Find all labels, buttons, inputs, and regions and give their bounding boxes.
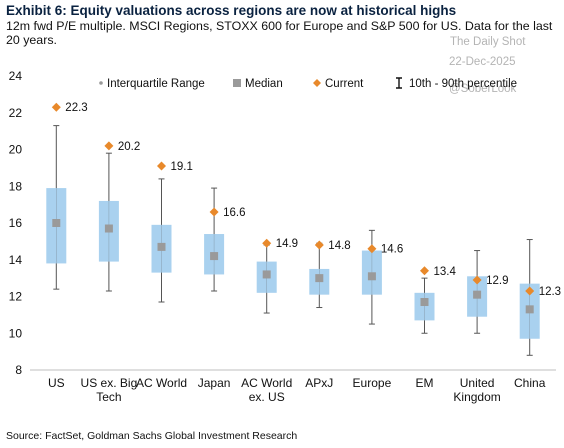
- y-tick-label: 20: [9, 143, 23, 157]
- watermark-handle: @SoberLook: [449, 83, 517, 95]
- median-marker: [473, 290, 482, 299]
- current-marker: [157, 161, 166, 171]
- current-marker: [314, 240, 324, 250]
- current-marker: [51, 102, 61, 112]
- median-marker: [52, 219, 61, 227]
- current-data-label: 14.6: [381, 244, 403, 256]
- legend-iqr-marker: [99, 81, 103, 85]
- current-marker: [472, 275, 482, 285]
- current-marker: [367, 244, 377, 254]
- iqr-box: [414, 292, 435, 321]
- current-data-label: 16.6: [223, 207, 245, 219]
- legend-current-label: Current: [325, 78, 364, 90]
- watermark-name: The Daily Shot: [450, 36, 526, 48]
- median-marker: [210, 252, 219, 261]
- current-data-label: 13.4: [434, 266, 457, 278]
- median-marker: [262, 270, 271, 279]
- current-marker: [209, 207, 219, 217]
- x-category-label: Japan: [198, 376, 231, 390]
- current-data-label: 12.3: [539, 286, 561, 298]
- median-marker: [104, 224, 113, 233]
- legend-median-label: Median: [245, 78, 283, 90]
- x-category-label: ex. US: [249, 390, 285, 404]
- current-data-label: 20.2: [118, 141, 140, 153]
- y-tick-label: 22: [9, 106, 23, 120]
- y-tick-label: 16: [9, 216, 23, 230]
- y-tick-label: 8: [15, 363, 22, 377]
- median-marker: [420, 298, 429, 307]
- y-tick-label: 12: [9, 290, 23, 304]
- x-category-label: Tech: [96, 390, 121, 404]
- current-data-label: 22.3: [65, 102, 87, 114]
- y-tick-label: 24: [9, 69, 23, 83]
- current-marker: [104, 141, 114, 151]
- x-category-label: US: [48, 376, 65, 390]
- y-tick-label: 18: [9, 179, 23, 193]
- x-category-label: China: [514, 376, 546, 390]
- current-marker: [420, 266, 429, 276]
- median-marker: [367, 272, 376, 281]
- x-category-label: EM: [416, 376, 434, 390]
- legend-current-marker: [313, 79, 321, 87]
- current-data-label: 19.1: [171, 161, 193, 173]
- x-category-label: AC World: [136, 376, 187, 390]
- median-marker: [157, 242, 166, 251]
- x-category-label: US ex. Big: [81, 376, 138, 390]
- watermark-date: 22-Dec-2025: [449, 56, 516, 68]
- current-marker: [262, 238, 272, 248]
- current-data-label: 14.8: [328, 240, 350, 252]
- x-category-label: AC World: [241, 376, 292, 390]
- chart-subtitle: 12m fwd P/E multiple. MSCI Regions, STOX…: [6, 19, 553, 47]
- y-tick-label: 10: [9, 326, 23, 340]
- x-category-label: United: [460, 376, 495, 390]
- chart-source: Source: FactSet, Goldman Sachs Global In…: [6, 430, 298, 442]
- current-data-label: 14.9: [276, 238, 298, 250]
- x-category-label: Kingdom: [453, 390, 500, 404]
- current-data-label: 12.9: [486, 275, 508, 287]
- legend-range-marker: [396, 77, 402, 89]
- x-category-label: Europe: [353, 376, 392, 390]
- legend-range-label: 10th - 90th percentile: [409, 78, 517, 90]
- y-tick-label: 14: [9, 253, 23, 267]
- legend-iqr-label: Interquartile Range: [107, 78, 205, 90]
- median-marker: [315, 274, 324, 283]
- chart-title: Exhibit 6: Equity valuations across regi…: [6, 3, 457, 18]
- legend-median-marker: [233, 79, 241, 87]
- median-marker: [525, 305, 534, 314]
- current-marker: [525, 286, 535, 296]
- x-category-label: APxJ: [305, 376, 333, 390]
